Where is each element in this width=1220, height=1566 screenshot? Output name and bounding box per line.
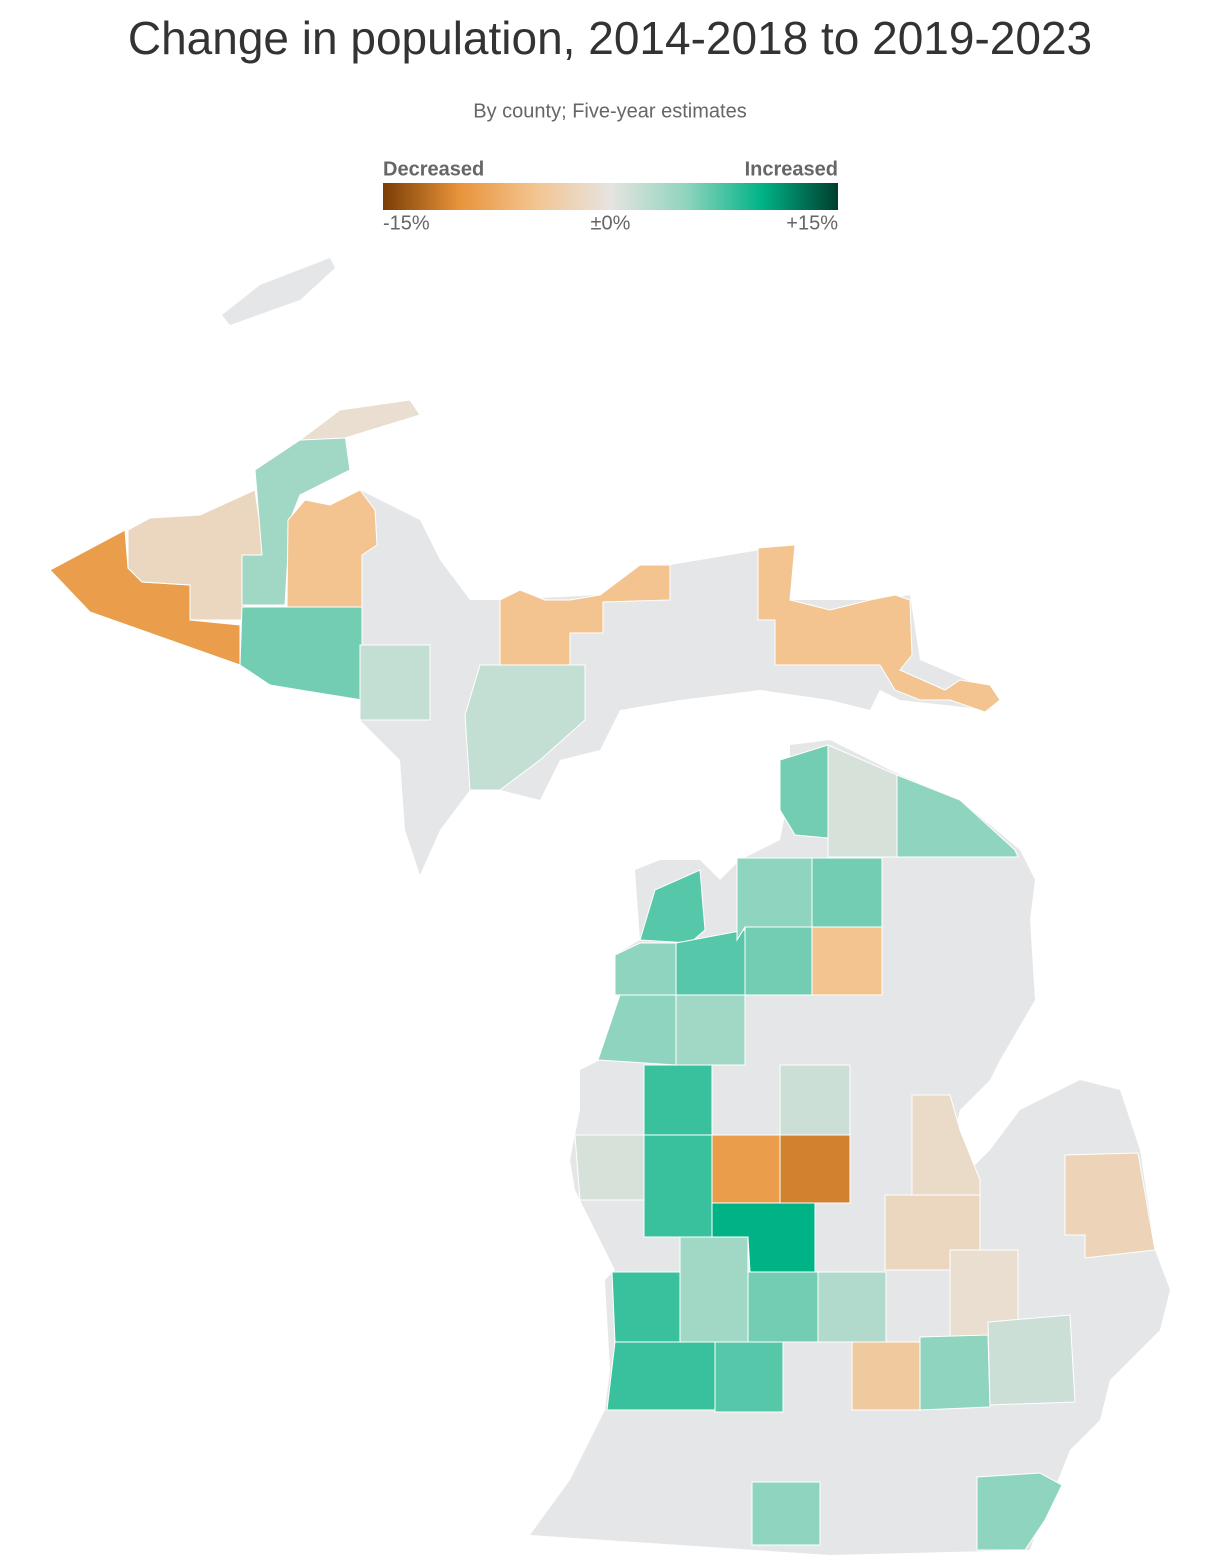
county (919, 1334, 991, 1411)
legend-low-label: Decreased (383, 158, 484, 180)
county (747, 1271, 819, 1343)
county (1064, 1152, 1156, 1259)
county (499, 564, 671, 666)
county (779, 1134, 851, 1204)
upper-peninsula (360, 490, 990, 875)
legend-tick-label: ±0% (591, 212, 631, 234)
county (675, 994, 746, 1066)
legend-tick-label: +15% (786, 212, 838, 234)
county (643, 1134, 713, 1238)
county (239, 606, 363, 701)
county (851, 1341, 921, 1411)
county (606, 1341, 716, 1411)
county (597, 994, 677, 1066)
county (298, 399, 421, 441)
county (811, 926, 883, 996)
isle-royale (222, 258, 335, 325)
county (779, 1064, 851, 1136)
county (827, 744, 898, 858)
county (711, 1134, 781, 1204)
county (757, 544, 1001, 713)
county (643, 1064, 713, 1136)
county (751, 1481, 821, 1546)
county (464, 664, 586, 791)
counties (49, 399, 1156, 1551)
county (779, 744, 829, 839)
county (987, 1314, 1076, 1406)
county (896, 774, 1019, 858)
legend-high-label: Increased (745, 158, 838, 180)
legend-gradient (383, 183, 838, 210)
county (744, 926, 813, 996)
county (714, 1341, 784, 1413)
chart-subtitle: By county; Five-year estimates (473, 100, 746, 122)
county (817, 1271, 887, 1343)
county (574, 1134, 645, 1201)
county (359, 644, 431, 721)
county (976, 1472, 1063, 1551)
county (614, 942, 677, 996)
chart-title: Change in population, 2014-2018 to 2019-… (128, 12, 1092, 64)
county (811, 857, 883, 928)
county (911, 1094, 981, 1201)
county (679, 1236, 749, 1343)
county (611, 1271, 681, 1343)
legend-tick-label: -15% (383, 212, 430, 234)
